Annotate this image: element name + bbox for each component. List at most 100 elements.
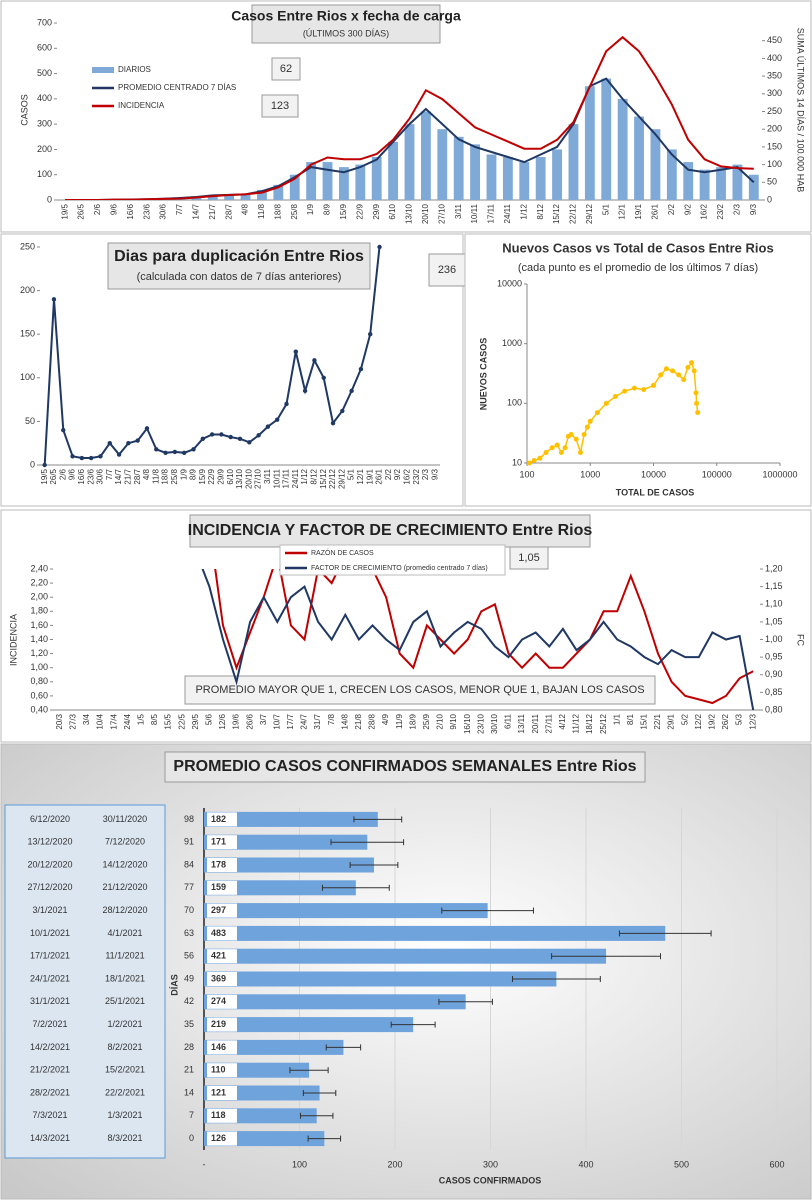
data-point — [126, 441, 131, 446]
data-point — [573, 436, 579, 442]
x-tick-label: 24/4 — [123, 713, 132, 729]
value-label: 483 — [211, 928, 226, 938]
annotation-box — [271, 57, 301, 81]
x-tick-label: 3/4 — [82, 713, 91, 725]
x-tick-label: 1000 — [580, 469, 600, 479]
y-tick-label: 0 — [30, 459, 35, 469]
bar — [699, 169, 710, 200]
data-point — [70, 454, 75, 459]
x-tick-label: 22/12 — [328, 468, 337, 489]
x-tick-label: 28/8 — [368, 713, 377, 729]
y-tick-label: 1,60 — [30, 620, 48, 630]
data-point — [695, 410, 701, 416]
value-label: 178 — [211, 859, 226, 869]
data-point — [527, 460, 533, 466]
data-point — [116, 452, 122, 457]
y-tick-label: 21 — [184, 1065, 194, 1075]
data-point — [135, 438, 140, 443]
row-label: 7/12/2020 — [105, 837, 145, 847]
x-tick-label: 500 — [674, 1159, 689, 1169]
data-point — [554, 442, 560, 448]
legend-label: INCIDENCIA — [118, 101, 165, 110]
x-tick-label: 2/6 — [58, 468, 67, 480]
data-point — [340, 408, 345, 414]
x-tick-label: 22/12 — [569, 203, 578, 224]
y-tick-label: 1,05 — [765, 616, 783, 626]
y-tick-label: 0,90 — [765, 669, 783, 679]
data-point — [79, 455, 85, 461]
data-point — [603, 400, 609, 406]
x-tick-label: 25/9 — [422, 713, 431, 729]
panel — [464, 233, 812, 507]
x-tick-label: 26/1 — [651, 203, 660, 219]
x-tick-label: 29/12 — [337, 468, 346, 489]
bar — [204, 925, 666, 941]
x-tick-label: 200 — [387, 1159, 402, 1169]
row-label: 24/1/2021 — [30, 973, 70, 983]
bar — [204, 903, 488, 919]
y-tick-label: 77 — [184, 882, 194, 892]
y-tick-label: 1,20 — [30, 648, 48, 658]
value-label-box — [207, 812, 237, 827]
x-tick-label: 27/3 — [69, 713, 78, 729]
row-label: 27/12/2020 — [27, 882, 72, 892]
bar — [289, 174, 300, 200]
x-tick-label: 4/9 — [381, 713, 390, 725]
x-tick-label: 27/11 — [544, 713, 553, 733]
data-point — [181, 450, 187, 455]
x-tick-label: 1/5 — [136, 713, 145, 725]
x-tick-label: 25/12 — [599, 713, 608, 734]
chart-title: Dias para duplicación Entre Rios — [114, 248, 364, 265]
y-axis-label: INCIDENCIA — [8, 614, 18, 666]
data-point — [691, 368, 697, 374]
x-tick-label: 13/10 — [405, 203, 414, 224]
y-tick-label: 300 — [767, 88, 782, 98]
bar — [204, 994, 466, 1010]
x-tick-label: 16/2 — [403, 468, 412, 484]
x-tick-label: 1/1 — [612, 713, 621, 725]
row-label: 3/1/2021 — [32, 905, 67, 915]
x-tick-label: 12/2 — [694, 713, 703, 729]
row-label: 1/3/2021 — [107, 1110, 142, 1120]
x-tick-label: 14/7 — [114, 468, 123, 484]
x-tick-label: 2/2 — [667, 203, 676, 215]
y-tick-label: 0 — [189, 1133, 194, 1143]
bar — [732, 164, 743, 200]
x-tick-label: 3/7 — [259, 713, 268, 725]
title-box — [107, 242, 371, 290]
x-tick-label: 9/6 — [109, 203, 118, 215]
x-tick-label: 28/7 — [224, 203, 233, 219]
row-label: 18/1/2021 — [105, 973, 145, 983]
bar — [204, 1017, 414, 1033]
bar — [355, 164, 366, 200]
data-point — [228, 434, 233, 440]
y2-axis-label: FC — [796, 634, 806, 646]
chart-subtitle: (ÚLTIMOS 300 DÍAS) — [303, 28, 389, 38]
x-tick-label: 23/2 — [716, 203, 725, 219]
data-point — [641, 387, 647, 393]
data-point — [584, 424, 590, 430]
x-tick-label: 17/11 — [487, 203, 496, 223]
y-tick-label: 500 — [37, 68, 52, 78]
y-tick-label: 2,20 — [30, 577, 48, 587]
row-label: 22/2/2021 — [105, 1087, 145, 1097]
y-tick-label: 400 — [767, 53, 782, 63]
x-tick-label: 17/11 — [282, 468, 291, 488]
y-tick-label: 450 — [767, 35, 782, 45]
y-tick-label: 10000 — [497, 278, 522, 288]
data-point — [172, 449, 178, 455]
data-point — [293, 349, 299, 354]
x-tick-label: 2/3 — [733, 203, 742, 215]
value-label: 369 — [211, 973, 226, 983]
data-point — [256, 433, 261, 438]
x-tick-label: 26/5 — [49, 468, 58, 484]
x-tick-label: 12/3 — [748, 713, 757, 729]
annotation-box — [184, 675, 656, 705]
data-point — [587, 418, 593, 424]
x-tick-label: 5/3 — [735, 713, 744, 725]
x-tick-label: 5/1 — [601, 203, 610, 215]
data-point — [98, 454, 103, 459]
x-tick-label: 19/5 — [60, 203, 69, 219]
annotation: 1,05 — [518, 552, 539, 564]
y-tick-label: 600 — [37, 43, 52, 53]
